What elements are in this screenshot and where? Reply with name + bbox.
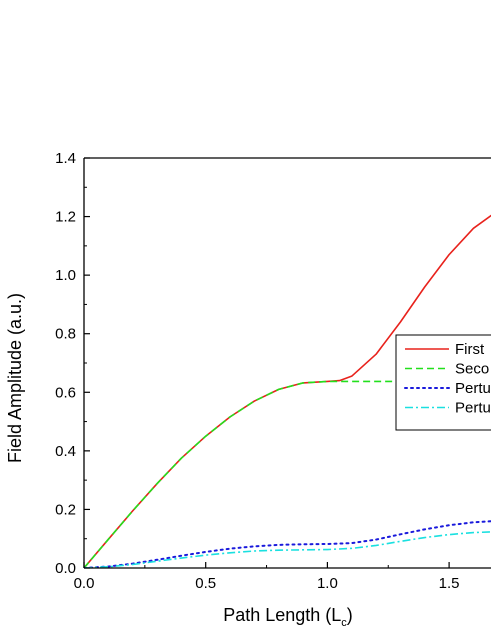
y-tick-label: 0.0 (55, 560, 76, 577)
x-tick-label: 1.5 (439, 575, 460, 592)
series-line-4 (84, 531, 491, 568)
x-axis-title: Path Length (Lc) (223, 605, 353, 629)
series-line-3 (84, 520, 491, 568)
x-tick-label: 0.0 (74, 575, 95, 592)
y-tick-label: 1.2 (55, 209, 76, 226)
series-layer (84, 214, 491, 568)
legend-box (395, 334, 491, 431)
series-line-2 (84, 380, 491, 568)
legend-label-3: Pertu (455, 380, 491, 397)
y-ticks: 0.0 0.2 0.4 0.6 0.8 1.0 1.2 1.4 (55, 150, 90, 577)
x-tick-label: 1.0 (317, 575, 338, 592)
y-tick-label: 1.4 (55, 150, 76, 167)
y-tick-label: 0.4 (55, 443, 76, 460)
legend-label-2: Seco (455, 361, 489, 378)
x-ticks: 0.00.51.01.52.02.53.0 (74, 562, 460, 592)
y-tick-label: 0.2 (55, 501, 76, 518)
legend-label-4: Pertu (455, 400, 491, 417)
legend: First Seco Pertu Pertu (395, 334, 491, 431)
x-tick-label: 0.5 (195, 575, 216, 592)
y-tick-label: 0.6 (55, 384, 76, 401)
y-tick-label: 0.8 (55, 326, 76, 343)
legend-label-1: First (455, 341, 485, 358)
y-tick-label: 1.0 (55, 267, 76, 284)
y-axis-title: Field Amplitude (a.u.) (5, 293, 25, 463)
legend-items: First Seco Pertu Pertu (404, 341, 491, 417)
